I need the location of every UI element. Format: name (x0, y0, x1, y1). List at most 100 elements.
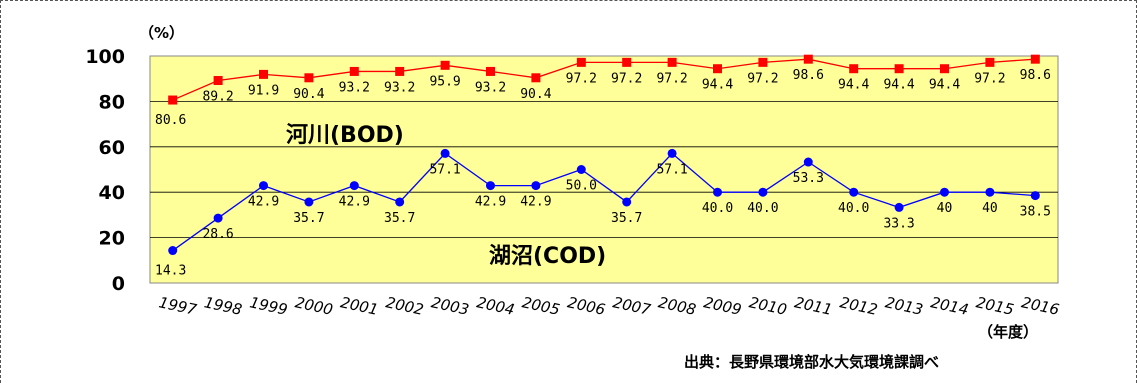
river-point (576, 57, 586, 67)
x-tick-label: 2008 (657, 293, 698, 319)
lake-point (213, 213, 223, 223)
x-tick-label: 2015 (974, 293, 1015, 319)
river-point (168, 95, 178, 105)
river-data-label: 98.6 (793, 68, 824, 83)
river-data-label: 94.4 (702, 78, 733, 93)
river-data-label: 97.2 (566, 71, 597, 86)
river-point (304, 73, 314, 83)
river-point (667, 57, 677, 67)
lake-data-label: 42.9 (520, 195, 551, 210)
x-tick-label: 2012 (838, 293, 879, 319)
river-series-name: 河川(BOD) (286, 123, 404, 148)
lake-data-label: 42.9 (248, 195, 279, 210)
y-tick-label: 0 (112, 273, 125, 295)
river-point (894, 64, 904, 74)
lake-data-label: 40.0 (838, 201, 869, 216)
river-point (803, 54, 813, 64)
lake-point (486, 181, 495, 191)
lake-data-label: 42.9 (339, 195, 370, 210)
lake-data-label: 42.9 (475, 195, 506, 210)
lake-data-label: 57.1 (429, 162, 460, 177)
x-tick-label: 2004 (475, 293, 516, 319)
x-tick-label: 2014 (929, 293, 970, 319)
y-tick-label: 100 (85, 46, 125, 68)
lake-data-label: 38.5 (1020, 205, 1051, 220)
lake-point (1030, 191, 1040, 201)
x-tick-label: 2013 (884, 293, 925, 319)
lake-point (940, 187, 949, 197)
river-data-label: 90.4 (293, 87, 324, 102)
x-axis-label: （年度） (978, 323, 1038, 341)
x-tick-label: 1999 (248, 293, 289, 319)
river-point (440, 60, 450, 70)
x-tick-label: 2010 (747, 293, 788, 319)
river-data-label: 95.9 (429, 74, 460, 89)
lake-point (667, 148, 677, 158)
plot-area (149, 55, 1059, 284)
series-group: 80.6 89.2 91.9 90.4 93.2 93.2 95.9 93.2 90.4 97.2… (155, 54, 1051, 279)
source-note: 出典：長野県環境部水大気環境課調べ (684, 353, 939, 371)
x-tick-label: 2000 (293, 293, 334, 319)
river-data-label: 98.6 (1020, 68, 1051, 83)
x-tick-label: 1997 (157, 293, 199, 319)
lake-point (531, 181, 541, 191)
river-point (940, 64, 949, 74)
x-tick-label: 2002 (384, 293, 425, 319)
river-data-label: 93.2 (339, 80, 370, 95)
lake-point (894, 202, 904, 212)
river-data-label: 94.4 (883, 78, 914, 93)
river-point (1030, 54, 1040, 64)
x-tick-label: 2011 (793, 293, 834, 319)
x-tick-label: 2005 (520, 293, 561, 319)
lake-data-label: 33.3 (883, 216, 914, 231)
river-point (395, 66, 405, 76)
lake-line (172, 152, 1036, 252)
river-point (213, 76, 223, 86)
river-point (849, 64, 859, 74)
river-data-label: 97.2 (611, 71, 642, 86)
lake-point (985, 187, 995, 197)
x-tick-label: 2001 (339, 293, 380, 319)
unit-label: （%） (139, 24, 184, 42)
lake-point (304, 197, 314, 207)
lake-data-label: 57.1 (656, 162, 687, 177)
x-tick-label: 1998 (203, 293, 244, 319)
river-point (259, 69, 268, 79)
y-tick-label: 80 (99, 91, 125, 113)
river-point (713, 64, 722, 74)
lake-point (713, 187, 722, 197)
river-data-label: 91.9 (248, 83, 279, 98)
x-axis: 1997 1998 1999 2000 2001 2002 2003 2004 2005 2006… (157, 293, 1061, 319)
river-data-label: 94.4 (929, 78, 960, 93)
lake-data-label: 53.3 (793, 171, 824, 186)
lake-point (849, 187, 859, 197)
river-line (172, 58, 1036, 101)
lake-data-label: 28.6 (202, 227, 233, 242)
lake-point (440, 148, 450, 158)
lake-data-label: 40.0 (702, 201, 733, 216)
river-data-label: 93.2 (384, 80, 415, 95)
river-data-label: 89.2 (202, 90, 233, 105)
lake-point (349, 181, 359, 191)
river-point (531, 73, 541, 83)
river-point (985, 57, 995, 67)
river-point (622, 57, 632, 67)
river-data-label: 90.4 (520, 87, 551, 102)
lake-point (576, 165, 586, 174)
x-tick-label: 2009 (702, 293, 743, 319)
lake-point (622, 197, 632, 207)
lake-point (803, 157, 813, 167)
x-tick-label: 2003 (430, 293, 471, 319)
river-data-label: 97.2 (974, 71, 1005, 86)
river-data-label: 97.2 (747, 71, 778, 86)
lake-data-label: 40 (982, 201, 998, 216)
y-tick-label: 20 (99, 228, 125, 250)
river-point (758, 57, 768, 67)
lake-data-label: 40 (937, 201, 953, 216)
lake-data-label: 35.7 (293, 211, 324, 226)
lake-point (259, 181, 268, 191)
y-axis: 0 20 40 60 80 100 (85, 46, 125, 295)
lake-data-label: 50.0 (566, 179, 597, 194)
lake-point (758, 187, 768, 197)
x-tick-label: 2006 (566, 293, 607, 319)
